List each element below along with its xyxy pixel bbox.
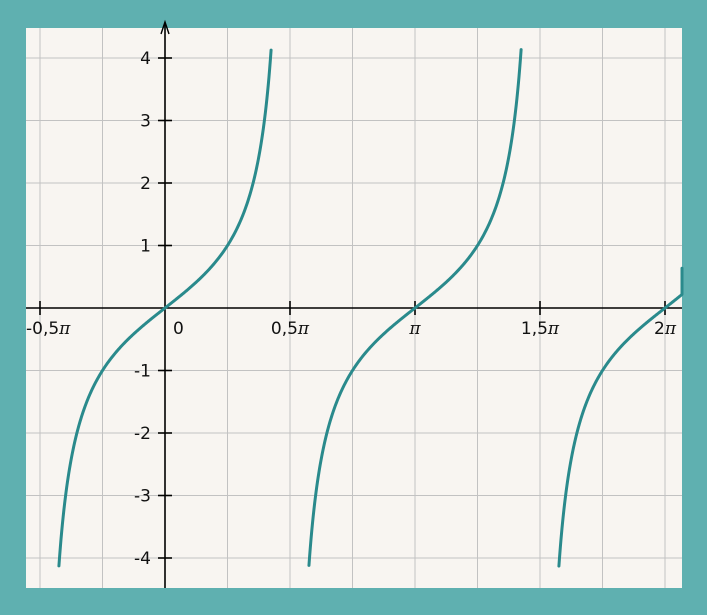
x-tick-label: 0,5π: [271, 319, 310, 339]
axes: [26, 19, 682, 588]
tan-branch-2: [307, 48, 523, 567]
y-tick-label: -4: [134, 549, 151, 569]
tick-labels: -0,5π 0 0,5π π 1,5π 2π 4 3 2 1 -1 -2 -3 -4: [26, 49, 677, 569]
x-tick-label: 0: [173, 319, 184, 339]
x-tick-label: 1,5π: [521, 319, 560, 339]
y-tick-label: 4: [140, 49, 151, 69]
tan-branch-1: [57, 48, 273, 568]
x-tick-label: 2π: [654, 319, 677, 339]
tan-branch-3: [557, 266, 684, 568]
y-tick-label: -3: [134, 487, 151, 507]
y-axis-arrow: [160, 19, 170, 35]
y-tick-label: 1: [140, 237, 151, 257]
curves: [57, 48, 684, 568]
x-tick-label: π: [408, 319, 421, 339]
y-tick-label: -1: [134, 362, 151, 382]
x-tick-label: -0,5π: [26, 319, 71, 339]
y-tick-label: 3: [140, 112, 151, 132]
y-tick-label: 2: [140, 174, 151, 194]
y-tick-label: -2: [134, 424, 151, 444]
